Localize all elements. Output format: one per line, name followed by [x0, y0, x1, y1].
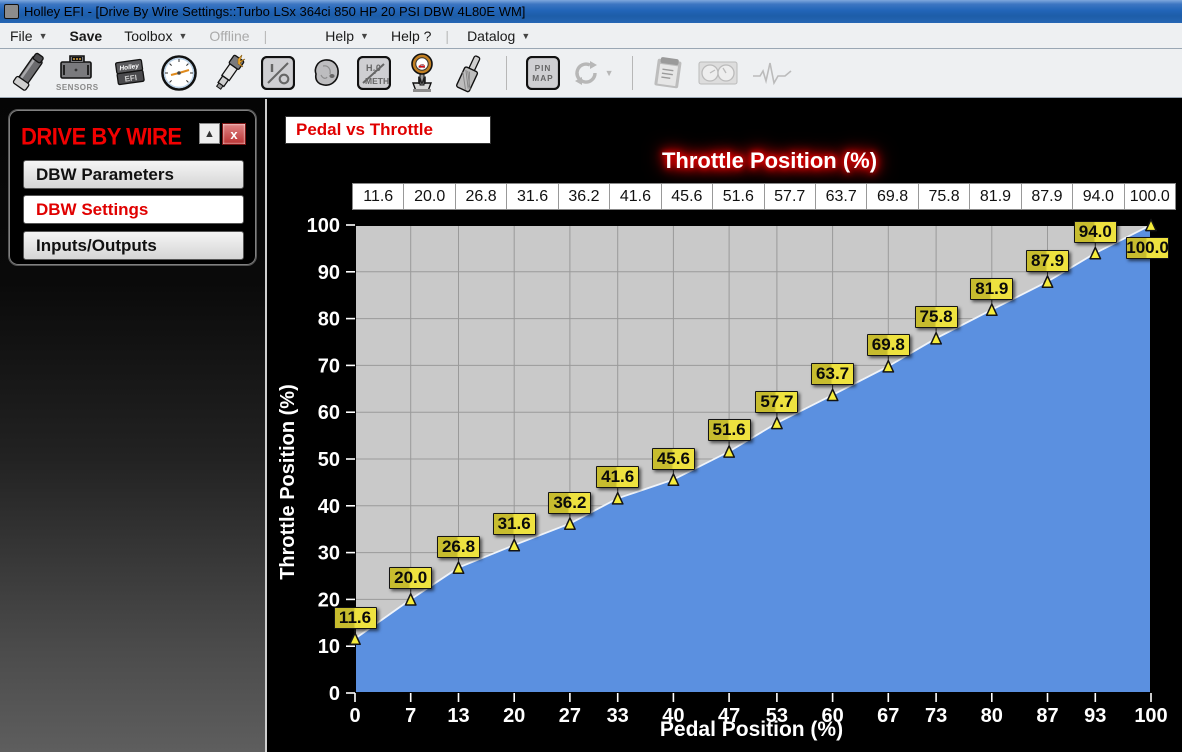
svg-text:30: 30 — [318, 543, 340, 565]
svg-text:PIN: PIN — [534, 63, 551, 73]
svg-text:10: 10 — [318, 636, 340, 658]
svg-text:90: 90 — [318, 262, 340, 284]
svg-text:40: 40 — [318, 496, 340, 518]
svg-text:0: 0 — [329, 683, 340, 705]
svg-text:🚗: 🚗 — [418, 63, 426, 69]
svg-text:MAP: MAP — [532, 73, 553, 83]
svg-text:EFI: EFI — [124, 73, 138, 84]
svg-text:50: 50 — [318, 449, 340, 471]
svg-text:M: M — [417, 75, 426, 87]
svg-text:METH: METH — [365, 76, 389, 86]
svg-text:70: 70 — [318, 355, 340, 377]
svg-text:80: 80 — [318, 309, 340, 331]
svg-text:60: 60 — [318, 402, 340, 424]
svg-text:100: 100 — [307, 215, 340, 237]
